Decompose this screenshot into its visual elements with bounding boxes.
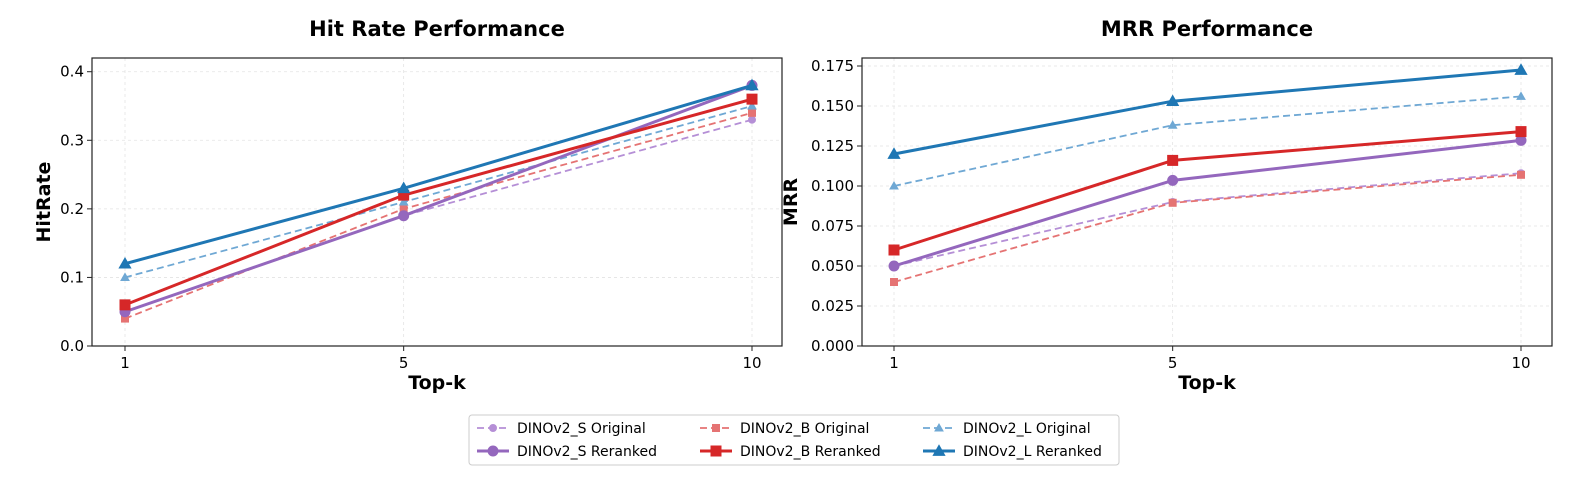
hitrate-plot-frame [91, 57, 783, 347]
mrr-point-dinov2-l-reranked [887, 147, 901, 159]
mrr-line-dinov2-b-reranked [893, 130, 1522, 252]
mrr-point-dinov2-l-original [1167, 120, 1178, 129]
mrr-ytick-label: 0.000 [811, 337, 854, 355]
legend-entry-dinov2-l-original: DINOv2_L Original [923, 421, 1091, 437]
legend-label: DINOv2_B Reranked [740, 444, 881, 460]
legend-swatch-marker [487, 445, 499, 457]
hitrate-title: Hit Rate Performance [309, 17, 565, 41]
hitrate-series-dinov2-b-original [121, 108, 756, 323]
hitrate-point-dinov2-b-original [748, 108, 756, 117]
mrr-point-dinov2-l-original [889, 180, 899, 190]
hitrate-xtick-label: 5 [399, 354, 409, 372]
mrr-line-dinov2-l-original [893, 95, 1522, 187]
legend-entry-dinov2-b-original: DINOv2_B Original [700, 421, 869, 437]
mrr-point-dinov2-l-reranked [1514, 63, 1528, 75]
hitrate-point-dinov2-l-reranked [745, 78, 759, 91]
hitrate-line-dinov2-b-original [124, 111, 753, 320]
mrr-line-dinov2-l-reranked [893, 68, 1522, 156]
hitrate-point-dinov2-b-reranked [746, 93, 758, 105]
hitrate-line-dinov2-l-reranked [124, 83, 753, 266]
mrr-line-dinov2-s-original [893, 172, 1522, 267]
legend-entry-dinov2-s-original: DINOv2_S Original [477, 421, 646, 437]
hitrate-point-dinov2-l-original [398, 196, 409, 206]
mrr-point-dinov2-b-original [1517, 170, 1525, 179]
hitrate-point-dinov2-s-reranked [398, 210, 410, 222]
mrr-title: MRR Performance [1101, 17, 1313, 41]
mrr-ytick-label: 0.175 [811, 57, 854, 75]
mrr-xtick-label: 1 [889, 354, 899, 372]
hitrate-ytick-label: 0.2 [60, 200, 84, 218]
hitrate-series-dinov2-s-original [121, 115, 756, 316]
mrr-series-dinov2-l-original [889, 91, 1526, 190]
hitrate-xlabel: Top-k [408, 372, 466, 394]
mrr-point-dinov2-s-reranked [888, 260, 900, 272]
hitrate-point-dinov2-l-original [747, 100, 757, 110]
hitrate-ytick-label: 0.3 [60, 131, 84, 149]
hitrate-line-dinov2-l-original [124, 105, 753, 279]
mrr-plot-frame [861, 57, 1553, 347]
mrr-ytick-label: 0.025 [811, 297, 854, 315]
mrr-point-dinov2-b-original [890, 278, 898, 286]
legend-label: DINOv2_L Original [963, 421, 1091, 437]
mrr-point-dinov2-l-original [1516, 91, 1526, 100]
hitrate-series-dinov2-l-original [120, 100, 757, 281]
legend-label: DINOv2_B Original [740, 421, 869, 437]
hitrate-series-dinov2-l-reranked [118, 78, 759, 269]
mrr-line-dinov2-s-reranked [893, 138, 1522, 268]
mrr-series-dinov2-b-reranked [888, 126, 1527, 256]
mrr-chart: MRR Performance 0.000 0.025 0.050 0.075 0.100… [780, 17, 1553, 394]
hitrate-line-dinov2-s-original [124, 118, 753, 313]
hitrate-xtick-label: 10 [742, 354, 761, 372]
mrr-point-dinov2-b-original [1168, 198, 1177, 207]
mrr-ytick-label: 0.150 [811, 97, 854, 115]
hitrate-ytick-label: 0.1 [60, 268, 84, 286]
mrr-xlabel: Top-k [1178, 372, 1236, 394]
hitrate-point-dinov2-l-reranked [397, 181, 411, 194]
mrr-xtick-label: 10 [1511, 354, 1530, 372]
legend-entry-dinov2-b-reranked: DINOv2_B Reranked [700, 444, 881, 460]
legend-swatch-marker [932, 444, 946, 456]
hitrate-point-dinov2-l-original [120, 272, 130, 281]
legend-label: DINOv2_L Reranked [963, 444, 1102, 460]
mrr-series-dinov2-l-reranked [887, 63, 1528, 159]
mrr-point-dinov2-b-reranked [1515, 126, 1527, 138]
legend-swatch-marker [489, 424, 497, 432]
hitrate-point-dinov2-l-reranked [118, 256, 132, 269]
mrr-xtick-label: 5 [1168, 354, 1178, 372]
mrr-ytick-label: 0.075 [811, 217, 854, 235]
hitrate-ytick-label: 0.0 [60, 337, 84, 355]
mrr-ytick-label: 0.125 [811, 137, 854, 155]
legend: DINOv2_S Original DINOv2_B Original DINOv2… [468, 414, 1120, 466]
hitrate-ytick-label: 0.4 [60, 63, 84, 81]
hitrate-point-dinov2-b-reranked [119, 299, 131, 311]
mrr-point-dinov2-l-reranked [1166, 94, 1180, 107]
mrr-series-dinov2-s-reranked [888, 134, 1527, 272]
legend-entry-dinov2-l-reranked: DINOv2_L Reranked [923, 444, 1102, 460]
hit-rate-chart: Hit Rate Performance 0.0 0.1 0.2 0.3 0.4 1 5 10 T… [33, 17, 783, 394]
mrr-point-dinov2-b-reranked [1167, 154, 1179, 166]
legend-swatch-marker [710, 445, 722, 457]
mrr-series-dinov2-b-original [890, 170, 1525, 286]
mrr-ytick-label: 0.100 [811, 177, 854, 195]
hitrate-xtick-label: 1 [120, 354, 130, 372]
mrr-point-dinov2-s-reranked [1167, 174, 1179, 186]
mrr-ytick-label: 0.050 [811, 257, 854, 275]
legend-entry-dinov2-s-reranked: DINOv2_S Reranked [477, 444, 657, 460]
legend-swatch-marker [712, 424, 720, 432]
mrr-point-dinov2-b-reranked [888, 244, 900, 256]
legend-label: DINOv2_S Reranked [517, 444, 657, 460]
legend-label: DINOv2_S Original [517, 421, 646, 437]
legend-swatch-marker [934, 422, 944, 432]
hitrate-point-dinov2-s-original [748, 115, 756, 124]
mrr-ylabel: MRR [780, 178, 802, 227]
hitrate-ylabel: HitRate [33, 162, 55, 243]
legend-box [468, 414, 1120, 466]
